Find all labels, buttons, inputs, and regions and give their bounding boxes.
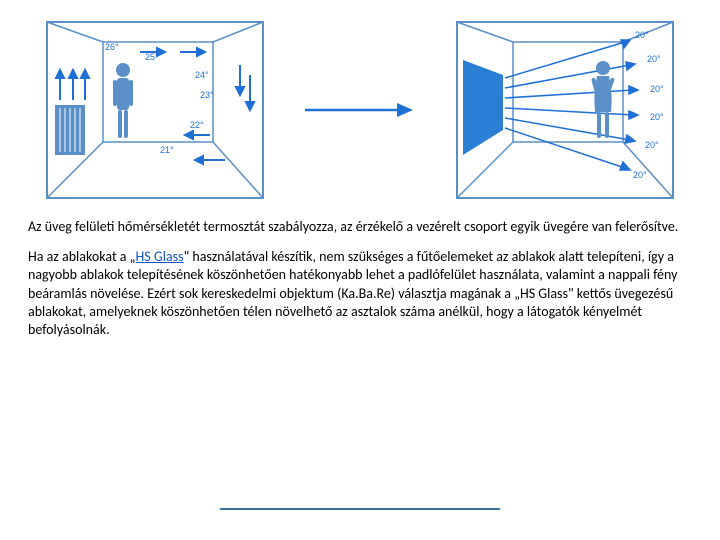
left-room-diagram: 26° 25° 24° 23° 22° 21° (45, 20, 265, 200)
paragraph-2: Ha az ablakokat a „HS Glass" használatáv… (28, 248, 692, 339)
person-silhouette (113, 63, 133, 138)
svg-text:20°: 20° (633, 170, 647, 180)
svg-text:20°: 20° (647, 54, 661, 64)
footer-divider (220, 508, 500, 510)
svg-text:24°: 24° (195, 70, 209, 80)
paragraph-1: Az üveg felületi hőmérsékletét termosztá… (28, 218, 692, 236)
svg-text:20°: 20° (650, 84, 664, 94)
transition-arrow-icon (305, 100, 415, 120)
p2-part-a: Ha az ablakokat a „ (28, 248, 136, 265)
svg-text:21°: 21° (160, 145, 174, 155)
radiating-arrows (505, 40, 638, 170)
svg-text:20°: 20° (650, 112, 664, 122)
up-arrows (56, 70, 89, 100)
hs-glass-link[interactable]: HS Glass (136, 248, 184, 265)
svg-text:20°: 20° (635, 30, 649, 40)
svg-text:20°: 20° (645, 140, 659, 150)
heating-panel (463, 60, 503, 155)
svg-text:25°: 25° (145, 52, 159, 62)
diagram-row: 26° 25° 24° 23° 22° 21° (0, 0, 720, 210)
floor-arrows (185, 131, 225, 164)
svg-text:22°: 22° (190, 120, 204, 130)
body-text: Az üveg felületi hőmérsékletét termosztá… (0, 210, 720, 339)
svg-text:26°: 26° (105, 42, 119, 52)
person-silhouette-right (591, 61, 615, 138)
down-arrows (236, 65, 254, 110)
right-room-diagram: 20° 20° 20° 20° 20° 20° (455, 20, 675, 200)
radiator-icon (55, 105, 85, 155)
svg-text:23°: 23° (200, 90, 214, 100)
